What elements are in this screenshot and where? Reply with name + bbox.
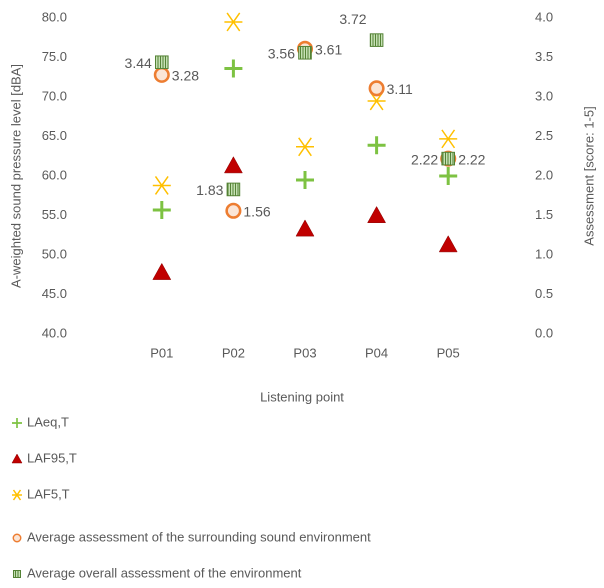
y-tick-label: 70.0 — [42, 88, 67, 103]
x-tick-label: P04 — [365, 345, 388, 360]
marker — [295, 219, 315, 237]
legend-marker — [12, 418, 22, 428]
x-tick-label: P02 — [222, 345, 245, 360]
y-tick-label: 60.0 — [42, 167, 67, 182]
marker — [296, 170, 314, 189]
data-label: 3.28 — [172, 68, 199, 84]
x-axis-title: Listening point — [260, 389, 344, 404]
marker — [369, 33, 384, 47]
legend-label: LAF95,T — [27, 450, 77, 465]
y2-tick-label: 1.5 — [535, 207, 553, 222]
marker — [225, 202, 242, 219]
data-label: 1.83 — [196, 182, 223, 198]
y2-tick-label: 3.0 — [535, 88, 553, 103]
data-label: 3.11 — [387, 81, 413, 97]
marker — [152, 200, 171, 219]
marker — [152, 176, 171, 195]
marker — [298, 45, 312, 60]
x-tick-label: P03 — [293, 345, 316, 360]
data-label: 2.22 — [411, 151, 438, 167]
y2-tick-label: 0.0 — [535, 325, 553, 340]
y-tick-label: 45.0 — [42, 286, 67, 301]
data-label: 3.72 — [339, 11, 366, 27]
data-label: 3.44 — [125, 55, 152, 71]
marker — [441, 151, 455, 166]
y2-axis-title: Assessment [score: 1-5] — [581, 106, 596, 245]
legend-label: Average assessment of the surrounding so… — [27, 529, 371, 544]
marker — [223, 156, 243, 174]
legend-marker — [13, 570, 21, 578]
legend-marker — [12, 533, 22, 543]
marker — [439, 129, 458, 149]
data-label: 2.22 — [458, 151, 485, 167]
legend-label: Average overall assessment of the enviro… — [27, 565, 302, 580]
marker — [367, 205, 387, 223]
data-label: 3.61 — [315, 42, 342, 58]
marker — [438, 235, 458, 253]
legend-marker — [12, 489, 22, 501]
y-tick-label: 75.0 — [42, 49, 67, 64]
y-tick-label: 50.0 — [42, 246, 67, 261]
marker — [155, 55, 169, 70]
y-tick-label: 65.0 — [42, 128, 67, 143]
marker — [226, 182, 241, 197]
y2-tick-label: 2.5 — [535, 128, 553, 143]
marker — [153, 66, 170, 83]
marker — [224, 12, 243, 32]
x-tick-label: P01 — [150, 345, 173, 360]
legend-label: LAeq,T — [27, 414, 69, 429]
legend-marker — [11, 453, 23, 464]
data-label: 3.56 — [268, 45, 295, 61]
y-tick-label: 80.0 — [42, 9, 67, 24]
y-axis-title: A-weighted sound pressure level [dBA] — [8, 64, 23, 288]
x-tick-label: P05 — [437, 345, 460, 360]
marker — [439, 167, 458, 185]
y-tick-label: 40.0 — [42, 325, 67, 340]
legend-label: LAF5,T — [27, 486, 70, 501]
y2-tick-label: 3.5 — [535, 49, 553, 64]
marker — [368, 80, 385, 97]
y2-tick-label: 0.5 — [535, 286, 553, 301]
y2-tick-label: 2.0 — [535, 167, 553, 182]
marker — [224, 59, 243, 78]
marker — [367, 136, 386, 155]
y2-tick-label: 1.0 — [535, 246, 553, 261]
marker — [152, 262, 172, 280]
data-label: 1.56 — [243, 203, 270, 219]
marker — [296, 137, 314, 157]
y2-tick-label: 4.0 — [535, 9, 553, 24]
y-tick-label: 55.0 — [42, 207, 67, 222]
